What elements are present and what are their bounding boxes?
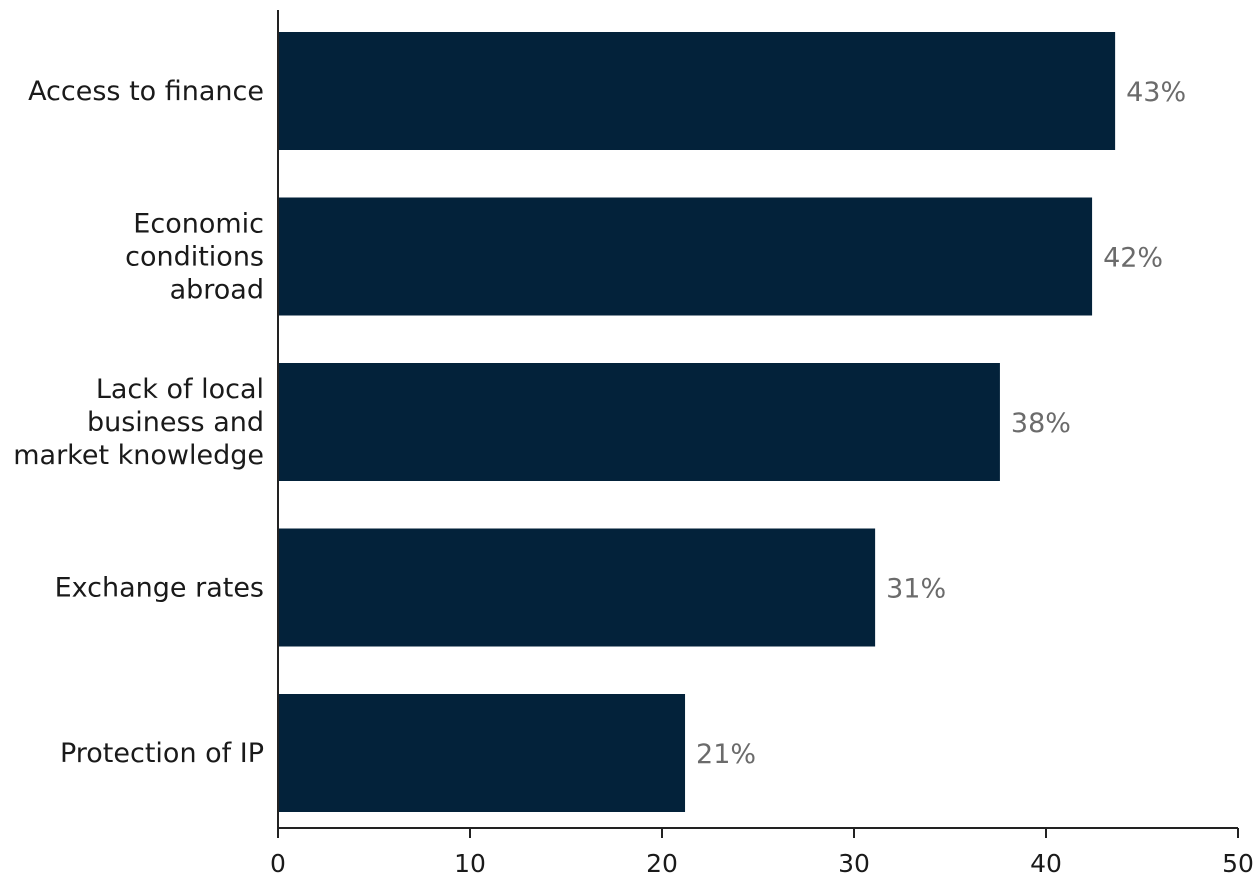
value-label-exchange-rates: 31% [886, 574, 946, 605]
category-label-protection-of-ip: Protection of IP [60, 738, 264, 769]
category-label-line: conditions [125, 242, 264, 273]
category-label-lack-of-local-business-and-market-knowledge: Lack of local business and market knowledg… [13, 374, 264, 471]
x-tick-label-20: 20 [646, 849, 678, 878]
bar-protection-of-ip [278, 694, 686, 812]
x-tick-label-30: 30 [838, 849, 870, 878]
bar-access-to-finance [278, 32, 1116, 150]
value-label-economic-conditions-abroad: 42% [1103, 243, 1163, 274]
bar-exchange-rates [278, 528, 876, 647]
category-label-access-to-finance: Access to finance [28, 76, 264, 107]
value-label-protection-of-ip: 21% [696, 739, 756, 770]
bar-lack-of-local-business-and-market-knowledge [278, 363, 1000, 481]
x-tick-label-40: 40 [1030, 849, 1062, 878]
category-label-line: Lack of local [96, 374, 264, 405]
category-label-line: business and [87, 407, 264, 438]
category-label-exchange-rates: Exchange rates [55, 573, 264, 604]
category-label-line: Protection of IP [60, 738, 264, 769]
category-label-line: Economic [133, 209, 264, 240]
value-labels: 43% 42% 38% 31% 21% [696, 77, 1186, 770]
value-label-lack-of-local-business-and-market-knowledge: 38% [1011, 408, 1071, 439]
bars-group [278, 32, 1116, 812]
axes-group [277, 10, 1238, 829]
category-label-line: abroad [170, 275, 264, 306]
x-ticks: 0 10 20 30 40 50 [270, 828, 1254, 878]
value-label-access-to-finance: 43% [1126, 77, 1186, 108]
bar-economic-conditions-abroad [278, 197, 1093, 316]
category-labels: Access to finance Economic conditions abroa… [13, 76, 264, 769]
x-tick-label-10: 10 [454, 849, 486, 878]
category-label-line: Exchange rates [55, 573, 264, 604]
category-label-economic-conditions-abroad: Economic conditions abroad [125, 209, 264, 306]
category-label-line: market knowledge [13, 440, 264, 471]
x-tick-label-50: 50 [1222, 849, 1254, 878]
category-label-line: Access to finance [28, 76, 264, 107]
x-tick-label-0: 0 [270, 849, 286, 878]
